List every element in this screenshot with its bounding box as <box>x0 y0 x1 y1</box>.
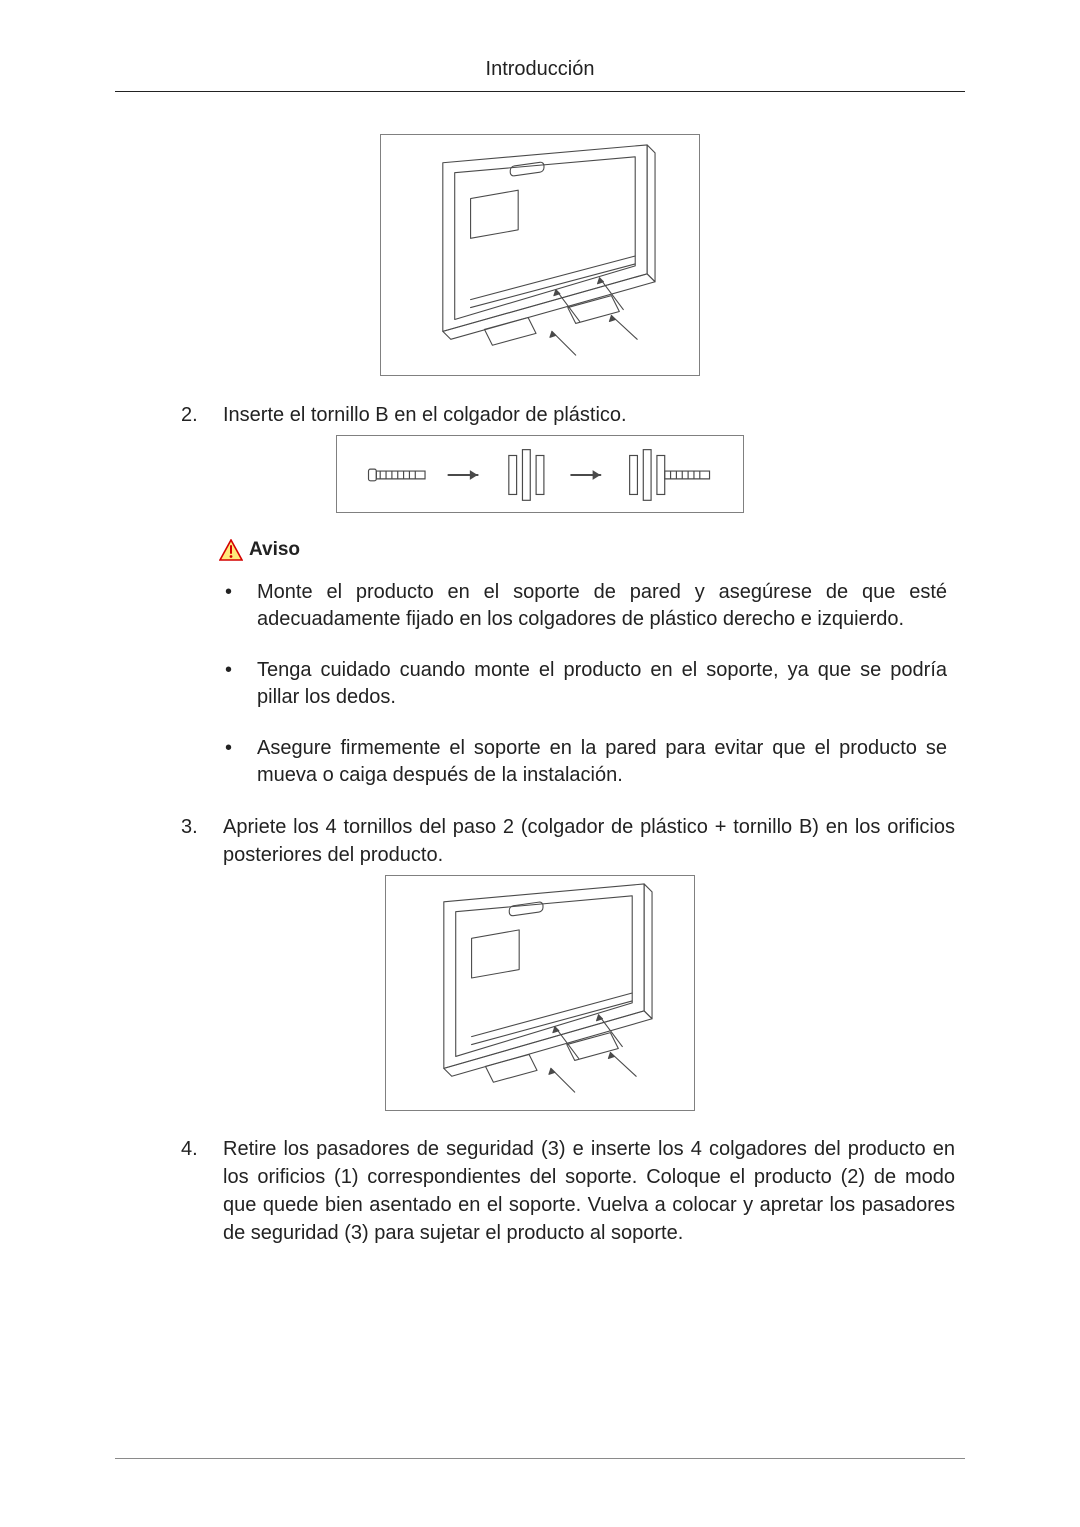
bullet-2-text: Tenga cuidado cuando monte el producto e… <box>257 657 947 711</box>
page-header: Introducción <box>115 58 965 92</box>
bullet-3: • Asegure firmemente el soporte en la pa… <box>225 735 947 789</box>
screw-assembly-drawing <box>337 436 743 512</box>
step-2-number: 2. <box>181 401 223 429</box>
bullet-marker: • <box>225 579 257 633</box>
notice-heading: Aviso <box>219 539 965 561</box>
figure-wrap-1 <box>115 134 965 376</box>
warning-icon <box>219 539 243 561</box>
tv-mount-drawing-1 <box>381 135 699 375</box>
step-2: 2. Inserte el tornillo B en el colgador … <box>181 401 955 429</box>
page: Introducción <box>0 0 1080 1527</box>
bullet-marker: • <box>225 657 257 711</box>
step-2-text: Inserte el tornillo B en el colgador de … <box>223 401 955 429</box>
bullet-2: • Tenga cuidado cuando monte el producto… <box>225 657 947 711</box>
bullet-3-text: Asegure firmemente el soporte en la pare… <box>257 735 947 789</box>
bullet-1-text: Monte el producto en el soporte de pared… <box>257 579 947 633</box>
step-3-number: 3. <box>181 813 223 869</box>
bullet-1: • Monte el producto en el soporte de par… <box>225 579 947 633</box>
figure-tv-mount-1 <box>380 134 700 376</box>
figure-wrap-2 <box>115 435 965 513</box>
figure-screw-assembly <box>336 435 744 513</box>
step-4-text: Retire los pasadores de seguridad (3) e … <box>223 1135 955 1247</box>
step-4-number: 4. <box>181 1135 223 1247</box>
notice-label: Aviso <box>249 539 300 561</box>
step-3-text: Apriete los 4 tornillos del paso 2 (colg… <box>223 813 955 869</box>
page-title: Introducción <box>486 58 595 80</box>
figure-tv-mount-2 <box>385 875 695 1111</box>
tv-mount-drawing-2 <box>386 876 694 1110</box>
footer-rule <box>115 1458 965 1459</box>
step-4: 4. Retire los pasadores de seguridad (3)… <box>181 1135 955 1247</box>
figure-wrap-3 <box>115 875 965 1111</box>
step-3: 3. Apriete los 4 tornillos del paso 2 (c… <box>181 813 955 869</box>
bullet-marker: • <box>225 735 257 789</box>
